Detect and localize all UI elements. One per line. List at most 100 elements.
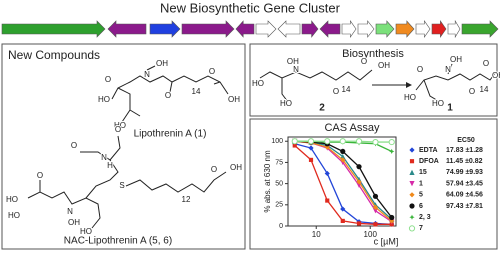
legend-label: 2, 3 [419, 214, 431, 221]
legend-label: 7 [419, 225, 423, 232]
y-tick-label: 25 [275, 202, 283, 209]
chart-panel [249, 118, 498, 250]
y-tick-label: 0 [279, 223, 283, 230]
data-point [356, 221, 362, 226]
data-point [340, 157, 346, 163]
legend-ec50: 64.09 ±4.56 [446, 192, 483, 199]
data-point [340, 153, 346, 160]
compound-number: 1 [447, 103, 453, 114]
x-tick-label: 100 [364, 230, 378, 239]
x-axis-label: c [µM] [374, 236, 399, 246]
legend-ec50: 11.45 ±0.82 [446, 158, 483, 165]
data-point [409, 147, 415, 153]
gene-arrow [301, 20, 319, 38]
plot-frame [287, 136, 397, 227]
compound-name: Lipothrenin A (1) [134, 129, 207, 140]
data-point [308, 145, 314, 151]
atom-label: OH [492, 71, 500, 80]
gene-arrow [235, 20, 255, 38]
atom-label: OH [378, 61, 390, 70]
data-point [409, 214, 415, 220]
data-point [340, 148, 346, 155]
atom-label: OH [68, 218, 80, 227]
atom-label: N [67, 207, 73, 216]
legend-label: 1 [419, 180, 423, 187]
data-point [324, 170, 330, 177]
legend-ec50: 74.99 ±9.93 [446, 169, 483, 176]
data-point [325, 198, 330, 203]
y-tick-label: 75 [275, 159, 283, 166]
bonds [27, 63, 497, 229]
chart-title: CAS Assay [324, 122, 380, 134]
legend-label: 6 [419, 203, 423, 210]
atom-label: OH [230, 163, 242, 172]
data-point [340, 218, 345, 223]
atom-label: O [417, 65, 423, 74]
atom-label: N [445, 65, 451, 74]
gene-arrow [319, 20, 341, 38]
atom-label: S [119, 181, 124, 190]
compound-name: NAC-Lipothrenin A (5, 6) [64, 236, 172, 247]
gene-arrow [1, 20, 106, 38]
gene-arrow [149, 20, 181, 38]
data-point [389, 218, 395, 224]
atom-label: H [293, 57, 299, 66]
atom-label: OH [450, 55, 462, 64]
data-point [356, 179, 362, 185]
gene-arrow [395, 20, 415, 38]
data-point [372, 138, 379, 146]
data-point [372, 204, 379, 210]
atom-label: O [211, 165, 217, 174]
atom-label: 12 [182, 195, 191, 204]
y-tick-label: 50 [275, 180, 283, 187]
legend-label: EDTA [419, 147, 438, 154]
legend-label: 5 [419, 192, 423, 199]
data-point [356, 164, 362, 170]
data-point [388, 138, 395, 146]
data-point [372, 208, 379, 214]
data-point [373, 222, 378, 227]
gene-arrow [447, 19, 461, 39]
gene-arrow [107, 20, 147, 38]
legend-label: DFOA [419, 158, 439, 165]
gene-arrow [375, 20, 395, 38]
atom-label: HO [114, 121, 126, 130]
atom-label: O [105, 75, 111, 84]
compounds-panel [1, 43, 246, 250]
atom-label: O [115, 125, 121, 134]
atom-label: 14 [342, 85, 351, 94]
atom-label: HO [404, 93, 416, 102]
atom-label: HO [252, 79, 264, 88]
atom-label: N [101, 153, 107, 162]
compound-number: 2 [319, 103, 325, 114]
atom-label: 14 [192, 87, 201, 96]
atom-label: 14 [480, 85, 489, 94]
data-point [339, 138, 346, 145]
legend-label: 15 [419, 169, 427, 176]
data-point [389, 214, 395, 221]
gene-arrow [461, 20, 499, 38]
atom-label: HO [432, 99, 444, 108]
atom-label: O [483, 59, 489, 68]
atom-label: HO [80, 227, 92, 236]
legend-title: EC50 [457, 137, 475, 144]
gene-arrow [277, 20, 301, 38]
data-point [389, 148, 395, 155]
atom-label: O [37, 171, 43, 180]
data-point [291, 138, 298, 145]
y-axis-label: % abs. at 630 nm [263, 150, 272, 213]
x-tick-label: 10 [312, 230, 321, 239]
atom-label: OH [156, 59, 168, 68]
data-point [340, 206, 346, 212]
atom-label: OH [228, 95, 240, 104]
legend-ec50: 17.83 ±1.28 [446, 147, 483, 154]
panel-title: Biosynthesis [342, 48, 404, 60]
data-point [307, 138, 315, 145]
atom-label: HO [280, 99, 292, 108]
legend-ec50: 57.94 ±3.45 [446, 180, 483, 187]
gene-arrow [255, 20, 277, 38]
data-point [372, 193, 379, 199]
arrow-head [406, 82, 412, 88]
